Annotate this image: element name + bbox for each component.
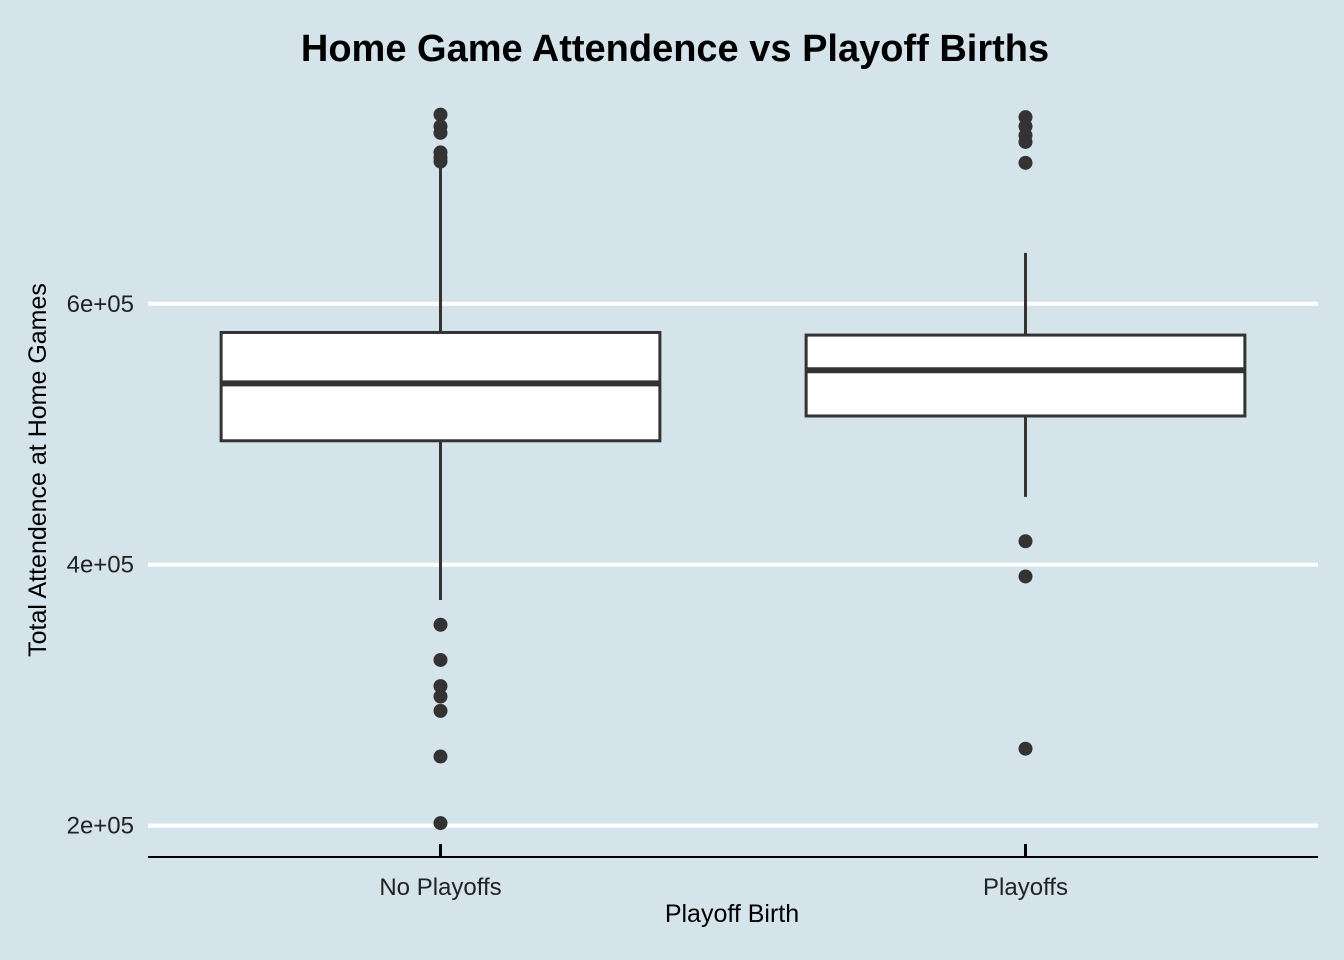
axes: 2e+05 4e+05 6e+05 No Playoffs Playoffs [67,291,1318,901]
outlier-point [433,679,448,694]
y-tick-label: 4e+05 [67,552,134,579]
outlier-point [433,145,448,160]
outlier-point [433,703,448,718]
y-tick-label: 2e+05 [67,813,134,840]
whiskers [439,162,1027,600]
outlier-point [433,816,448,831]
outlier-point [433,652,448,667]
outlier-point [1018,155,1033,170]
outlier-point [433,689,448,704]
outlier-point [433,107,448,122]
y-tick-label: 6e+05 [67,291,134,318]
x-axis-title: Playoff Birth [665,900,799,928]
x-tick-label: No Playoffs [379,874,501,901]
outlier-point [433,617,448,632]
box-iqr [804,333,1247,418]
outliers [433,107,1033,831]
chart-title: Home Game Attendence vs Playoff Births [301,28,1049,70]
outlier-point [433,119,448,134]
gridlines [148,301,1318,828]
y-axis-title: Total Attendence at Home Games [24,283,52,657]
x-tick-label: Playoffs [983,874,1068,901]
outlier-point [1018,534,1033,549]
outlier-point [1018,741,1033,756]
boxes [219,330,1247,443]
outlier-point [1018,569,1033,584]
outlier-point [433,749,448,764]
box-iqr [219,330,662,443]
outlier-point [1018,110,1033,125]
